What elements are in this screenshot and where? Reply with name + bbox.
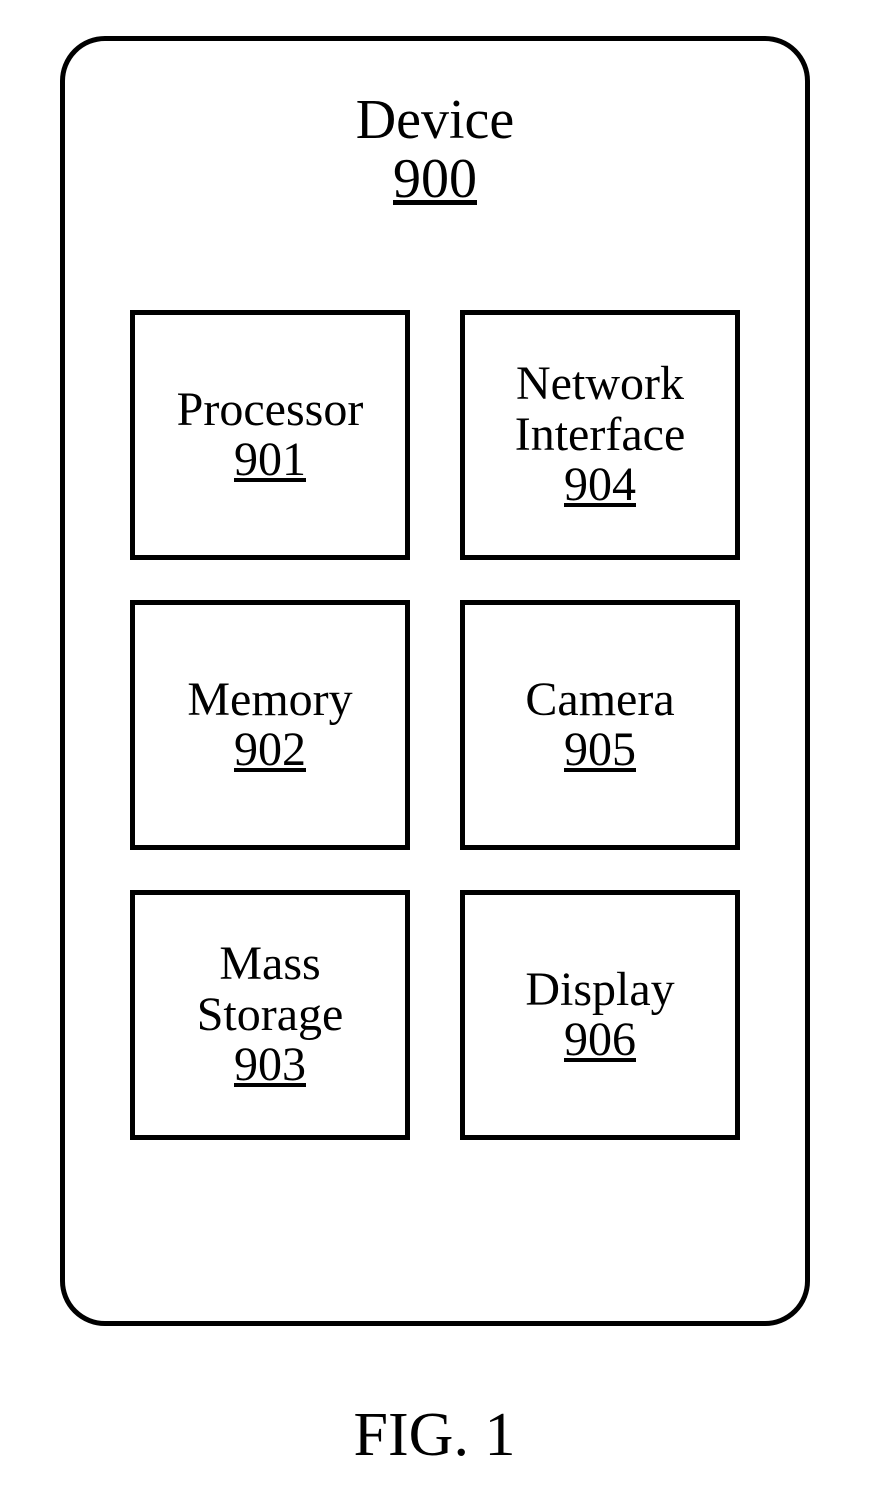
device-title-label: Device bbox=[65, 91, 805, 150]
component-ref: 905 bbox=[564, 725, 636, 775]
component-box-904: NetworkInterface904 bbox=[460, 310, 740, 560]
component-box-903: MassStorage903 bbox=[130, 890, 410, 1140]
component-label: Display bbox=[525, 965, 674, 1015]
device-title: Device 900 bbox=[65, 91, 805, 209]
component-label: Processor bbox=[177, 385, 364, 435]
component-box-906: Display906 bbox=[460, 890, 740, 1140]
device-title-ref: 900 bbox=[393, 150, 477, 209]
component-label: NetworkInterface bbox=[515, 359, 686, 460]
component-box-901: Processor901 bbox=[130, 310, 410, 560]
component-ref: 904 bbox=[564, 460, 636, 510]
component-ref: 903 bbox=[234, 1040, 306, 1090]
component-box-902: Memory902 bbox=[130, 600, 410, 850]
component-box-905: Camera905 bbox=[460, 600, 740, 850]
component-ref: 906 bbox=[564, 1015, 636, 1065]
component-label: Memory bbox=[187, 675, 352, 725]
component-grid: Processor901NetworkInterface904Memory902… bbox=[130, 310, 740, 1140]
component-ref: 902 bbox=[234, 725, 306, 775]
figure-caption: FIG. 1 bbox=[0, 1400, 869, 1471]
component-ref: 901 bbox=[234, 435, 306, 485]
component-label: Camera bbox=[525, 675, 674, 725]
component-label: MassStorage bbox=[197, 939, 344, 1040]
